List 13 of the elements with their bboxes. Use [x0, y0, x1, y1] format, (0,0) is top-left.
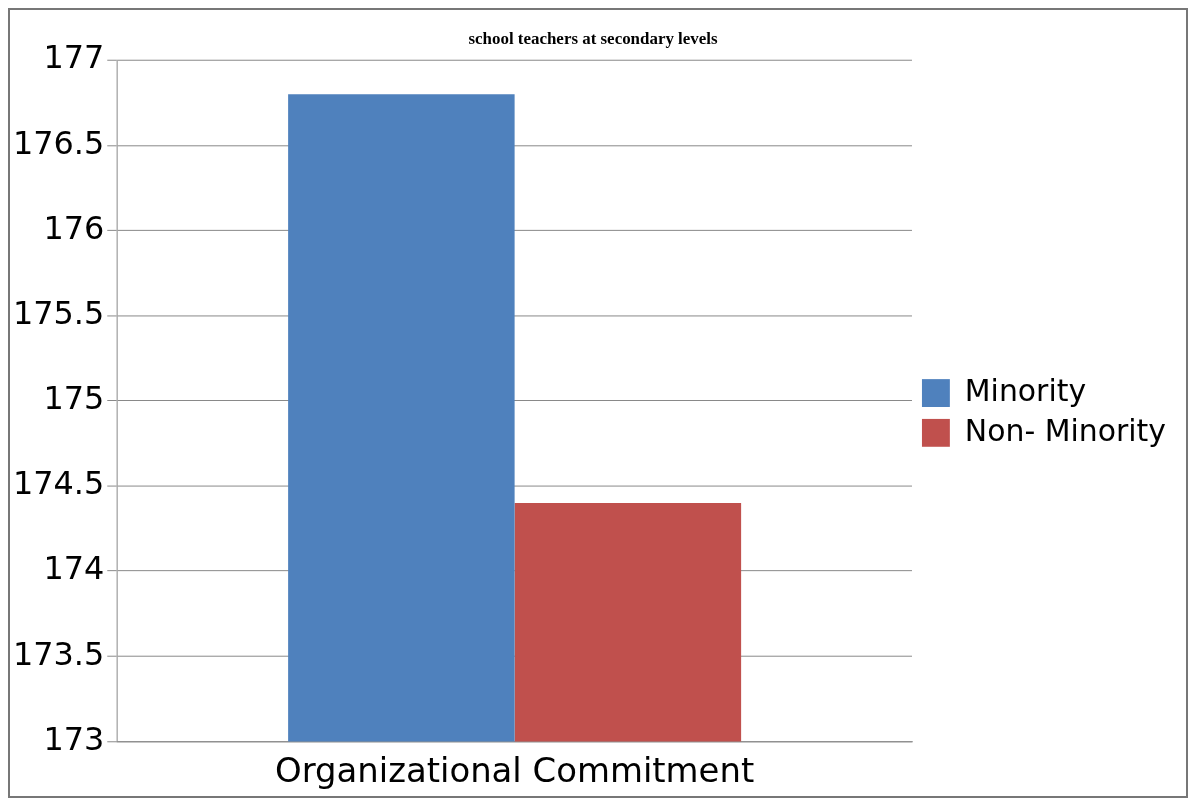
y-tick-label: 175 — [43, 379, 105, 418]
y-tick-label: 177 — [43, 38, 105, 77]
y-tick-label: 176 — [43, 208, 105, 247]
legend-label: Non- Minority — [964, 412, 1166, 448]
y-tick-label: 173.5 — [12, 634, 105, 673]
y-tick-label: 176.5 — [12, 123, 105, 162]
chart-title: school teachers at secondary levels — [468, 29, 718, 49]
x-tick-label: Organizational Commitment — [275, 750, 755, 790]
y-tick-label: 174 — [43, 549, 105, 588]
legend-label: Minority — [964, 372, 1087, 408]
y-tick-label: 175.5 — [12, 293, 105, 332]
y-tick-label: 174.5 — [12, 464, 105, 503]
y-tick-label: 173 — [43, 719, 105, 758]
